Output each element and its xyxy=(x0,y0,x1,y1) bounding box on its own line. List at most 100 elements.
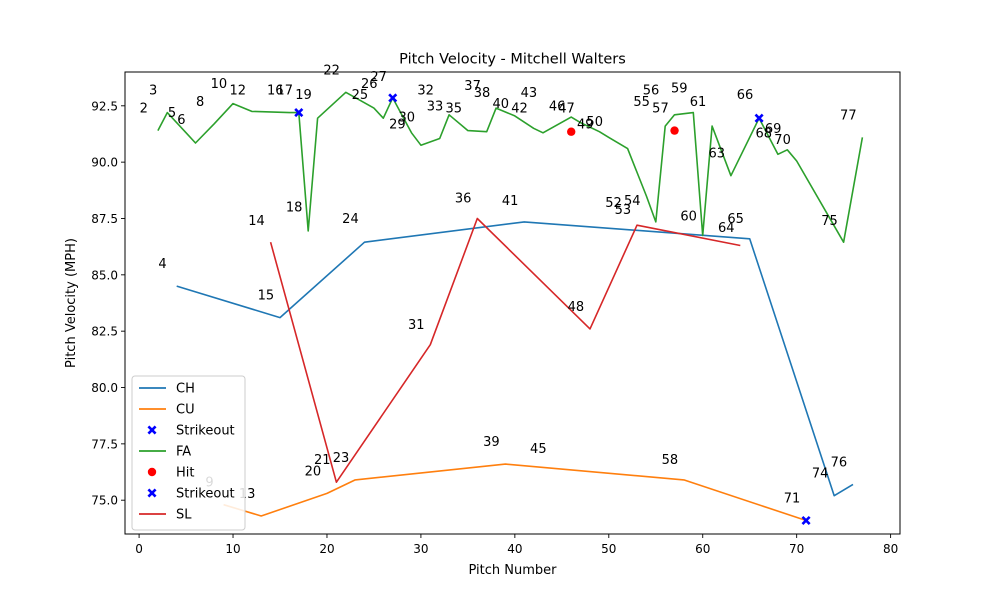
y-tick-label: 82.5 xyxy=(91,325,118,339)
series-line-fa xyxy=(157,91,864,243)
pitch-number-label: 47 xyxy=(558,102,575,117)
hit-marker xyxy=(670,126,679,135)
pitch-number-label: 35 xyxy=(446,102,463,117)
pitch-number-label: 38 xyxy=(474,86,491,101)
pitch-number-label: 22 xyxy=(323,63,340,78)
legend-item: CH xyxy=(139,382,195,397)
pitch-number-label: 33 xyxy=(427,99,444,114)
pitch-number-label: 26 xyxy=(361,77,378,92)
strikeout-marker xyxy=(294,108,304,118)
pitch-number-label: 19 xyxy=(295,88,312,103)
legend-item: Strikeout xyxy=(147,424,235,439)
pitch-number-label: 20 xyxy=(305,464,322,479)
pitch-number-label: 46 xyxy=(549,99,566,114)
pitch-number-label: 12 xyxy=(229,84,246,99)
pitch-number-label: 77 xyxy=(840,108,857,123)
pitch-number-label: 63 xyxy=(709,147,726,162)
x-tick-label: 20 xyxy=(319,542,334,556)
pitch-number-label: 54 xyxy=(624,194,641,209)
y-tick-label: 90.0 xyxy=(91,156,118,170)
y-tick-label: 85.0 xyxy=(91,268,118,282)
pitch-number-label: 23 xyxy=(333,451,350,466)
pitch-number-label: 2 xyxy=(140,102,148,117)
legend-item: Hit xyxy=(147,466,194,481)
x-tick-label: 40 xyxy=(507,542,522,556)
y-axis-label: Pitch Velocity (MPH) xyxy=(64,238,79,368)
legend-swatch-dot xyxy=(147,467,157,477)
pitch-number-label: 57 xyxy=(652,102,669,117)
pitch-number-label: 74 xyxy=(812,467,829,482)
pitch-number-label: 32 xyxy=(417,84,434,99)
pitch-number-label: 66 xyxy=(737,88,754,103)
legend-item: FA xyxy=(139,445,191,460)
pitch-number-label: 59 xyxy=(671,81,688,96)
pitch-number-label: 52 xyxy=(605,196,622,211)
x-tick-label: 30 xyxy=(413,542,428,556)
strikeout-marker xyxy=(801,515,811,525)
pitch-number-label: 40 xyxy=(492,97,509,112)
pitch-number-label: 4 xyxy=(158,257,166,272)
x-tick-label: 80 xyxy=(883,542,898,556)
x-tick-label: 50 xyxy=(601,542,616,556)
legend-swatch-x xyxy=(147,425,157,435)
pitch-number-label: 56 xyxy=(643,84,660,99)
pitch-number-label: 8 xyxy=(196,95,204,110)
legend-label: FA xyxy=(176,445,191,460)
legend-item: SL xyxy=(139,508,192,523)
legend-item: CU xyxy=(139,403,195,418)
pitch-number-label: 24 xyxy=(342,212,359,227)
legend-label: CU xyxy=(176,403,195,418)
pitch-number-label: 41 xyxy=(502,194,519,209)
pitch-number-label: 39 xyxy=(483,435,500,450)
pitch-number-label: 69 xyxy=(765,122,782,137)
y-tick-label: 80.0 xyxy=(91,381,118,395)
pitch-number-label: 25 xyxy=(352,88,369,103)
legend-label: SL xyxy=(176,508,192,523)
pitch-number-label: 3 xyxy=(149,84,157,99)
pitch-number-label: 15 xyxy=(258,289,275,304)
pitch-number-label: 42 xyxy=(511,102,528,117)
series-line-cu xyxy=(223,463,807,522)
pitch-number-label: 61 xyxy=(690,95,707,110)
y-tick-label: 87.5 xyxy=(91,212,118,226)
y-tick-label: 77.5 xyxy=(91,437,118,451)
y-axis: 75.0 77.5 80.0 82.5 85.0 87.5 90.0 92.5 xyxy=(91,99,125,508)
legend-label: CH xyxy=(176,382,195,397)
pitch-number-label: 6 xyxy=(177,113,185,128)
pitch-number-label: 49 xyxy=(577,117,594,132)
pitch-number-label: 75 xyxy=(821,214,838,229)
y-tick-label: 92.5 xyxy=(91,99,118,113)
x-tick-label: 70 xyxy=(789,542,804,556)
series-line-sl xyxy=(269,217,741,484)
series-line-ch xyxy=(176,221,854,497)
pitch-number-label: 16 xyxy=(267,84,284,99)
pitch-number-label: 29 xyxy=(389,117,406,132)
pitch-number-label: 60 xyxy=(680,210,697,225)
pitch-number-label: 58 xyxy=(662,453,679,468)
pitch-number-label: 31 xyxy=(408,318,425,333)
legend-box xyxy=(131,375,246,531)
legend-item: Strikeout xyxy=(147,487,235,502)
chart-title: Pitch Velocity - Mitchell Walters xyxy=(399,52,626,68)
x-tick-label: 10 xyxy=(225,542,240,556)
pitch-number-label: 71 xyxy=(784,491,801,506)
strikeout-marker xyxy=(754,113,764,123)
pitch-number-label: 76 xyxy=(831,455,848,470)
pitch-number-label: 5 xyxy=(168,106,176,121)
pitch-number-label: 45 xyxy=(530,442,547,457)
pitch-number-label: 64 xyxy=(718,221,735,236)
pitch-number-label: 18 xyxy=(286,201,303,216)
pitch-number-label: 27 xyxy=(370,70,387,85)
pitch-number-label: 70 xyxy=(774,133,791,148)
pitch-number-label: 10 xyxy=(211,77,228,92)
pitch-number-label: 68 xyxy=(756,126,773,141)
pitch-number-label: 48 xyxy=(568,300,585,315)
legend-label: Strikeout xyxy=(176,487,235,502)
strikeout-marker xyxy=(388,93,398,103)
pitch-number-label: 30 xyxy=(399,111,416,126)
y-tick-label: 75.0 xyxy=(91,494,118,508)
legend: CH CU Strikeout FA Hit Strikeout SL xyxy=(131,375,246,531)
pitch-number-label: 37 xyxy=(464,79,481,94)
